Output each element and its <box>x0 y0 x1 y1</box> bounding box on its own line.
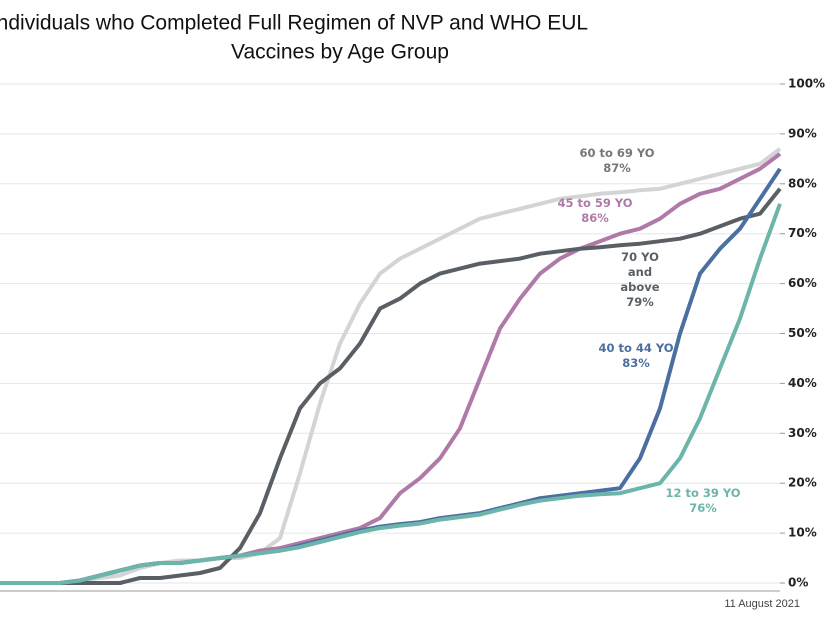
chart-title: Vaccines by Age Group <box>231 41 449 64</box>
y-tick-label: 30% <box>788 426 817 440</box>
value-label: 79% <box>626 295 654 309</box>
series-line <box>0 167 782 585</box>
series-annotation: 45 to 59 YO 86% <box>555 196 635 226</box>
series-line <box>0 203 782 585</box>
series-annotation: 40 to 44 YO 83% <box>596 341 676 371</box>
series-annotation: 12 to 39 YO 76% <box>663 486 743 516</box>
value-label: 76% <box>689 501 717 515</box>
legend-label: 70 YO and above <box>620 250 660 294</box>
y-tick-label: 20% <box>788 476 817 490</box>
series-line <box>0 147 782 585</box>
series-annotation: 60 to 69 YO 87% <box>577 146 657 176</box>
y-tick-label: 90% <box>788 126 817 140</box>
value-label: 83% <box>622 356 650 370</box>
footnote: 11 August 2021 <box>724 598 800 610</box>
legend-label: 12 to 39 YO <box>665 486 741 500</box>
y-tick-label: 60% <box>788 276 817 290</box>
legend-label: 45 to 59 YO <box>557 196 633 210</box>
series-annotation: 70 YO and above 79% <box>600 250 680 310</box>
legend-label: 40 to 44 YO <box>598 341 674 355</box>
y-tick-label: 10% <box>788 526 817 540</box>
value-label: 87% <box>603 161 631 175</box>
y-tick-label: 80% <box>788 176 817 190</box>
y-tick-label: 100% <box>788 77 825 91</box>
value-label: 86% <box>581 211 609 225</box>
y-tick-label: 40% <box>788 376 817 390</box>
y-tick-label: 70% <box>788 226 817 240</box>
y-tick-label: 50% <box>788 326 817 340</box>
chart-title: rcentage of Individuals who Completed Fu… <box>0 12 588 35</box>
series-line <box>0 187 782 585</box>
legend-label: 60 to 69 YO <box>579 146 655 160</box>
y-tick-label: 0% <box>788 576 808 590</box>
